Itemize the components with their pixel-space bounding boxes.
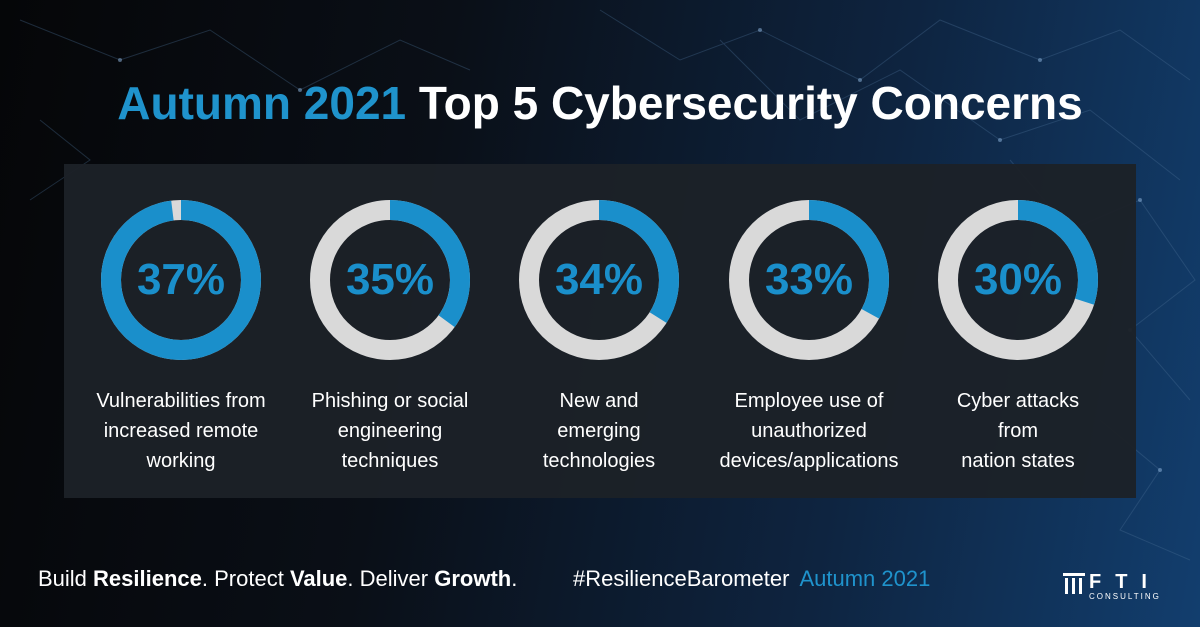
donut-value-arc xyxy=(101,200,261,360)
label-line: nation states xyxy=(961,450,1075,472)
donut-percent-label: 37% xyxy=(136,255,226,304)
logo-letters: FTI xyxy=(1089,571,1161,593)
donut-5: 30% xyxy=(938,200,1098,360)
donut-value-arc xyxy=(729,200,889,360)
donut-3: 34% xyxy=(519,200,679,360)
tagline-protect: . Protect xyxy=(201,566,290,591)
donut-ring xyxy=(310,200,470,360)
label-line: engineering xyxy=(337,420,443,442)
donut-1: 37% xyxy=(101,200,261,360)
tagline-deliver: . Deliver xyxy=(347,566,435,591)
donut-2: 35% xyxy=(310,200,470,360)
donut-percent-label: 30% xyxy=(973,255,1063,304)
label-line: techniques xyxy=(341,450,439,472)
label-line: emerging xyxy=(557,420,641,442)
label-line: Vulnerabilities from xyxy=(96,390,266,412)
donut-value-arc xyxy=(938,200,1098,360)
donut-ring xyxy=(519,200,679,360)
donut-ring xyxy=(938,200,1098,360)
tagline-build: Build xyxy=(38,566,94,591)
title-accent: Autumn 2021 xyxy=(117,77,407,129)
donut-4: 33% xyxy=(729,200,889,360)
label-line: working xyxy=(146,450,216,472)
donut-category-label: Employee use of unauthorized devices/appli… xyxy=(709,386,909,476)
donut-value-arc xyxy=(310,200,470,360)
label-line: New and xyxy=(559,390,639,412)
label-line: devices/applications xyxy=(719,450,899,472)
edition: Autumn 2021 xyxy=(799,566,931,591)
tagline-growth: Growth xyxy=(434,566,512,591)
donut-percent-label: 33% xyxy=(764,255,854,304)
page-title: Autumn 2021 Top 5 Cybersecurity Concerns xyxy=(0,76,1200,130)
hashtag: #ResilienceBarometer xyxy=(573,566,790,591)
label-line: from xyxy=(998,420,1038,442)
donut-ring xyxy=(729,200,889,360)
title-main: Top 5 Cybersecurity Concerns xyxy=(418,77,1083,129)
donut-category-label: Phishing or social engineering techniques xyxy=(290,386,490,476)
donut-percent-label: 35% xyxy=(345,255,435,304)
label-line: increased remote xyxy=(103,420,259,442)
hashtag-line: #ResilienceBarometer Autumn 2021 xyxy=(573,566,930,592)
tagline-end: . xyxy=(511,566,518,591)
label-line: Phishing or social xyxy=(311,390,469,412)
label-line: unauthorized xyxy=(751,420,867,442)
tagline: Build Resilience. Protect Value. Deliver… xyxy=(38,566,517,592)
donut-value-arc xyxy=(519,200,679,360)
tagline-value: Value xyxy=(289,566,348,591)
tagline-resilience: Resilience xyxy=(93,566,202,591)
fti-columns-icon xyxy=(1063,573,1085,594)
donut-percent-label: 34% xyxy=(554,255,644,304)
label-line: Cyber attacks xyxy=(956,390,1080,412)
donut-category-label: Cyber attacks from nation states xyxy=(918,386,1118,476)
label-line: technologies xyxy=(542,450,656,472)
donut-category-label: Vulnerabilities from increased remote work… xyxy=(81,386,281,476)
donut-category-label: New and emerging technologies xyxy=(499,386,699,476)
label-line: Employee use of xyxy=(734,390,884,412)
donut-ring xyxy=(101,200,261,360)
logo-sub: CONSULTING xyxy=(1089,592,1161,601)
fti-logo: FTI CONSULTING xyxy=(1063,571,1173,605)
